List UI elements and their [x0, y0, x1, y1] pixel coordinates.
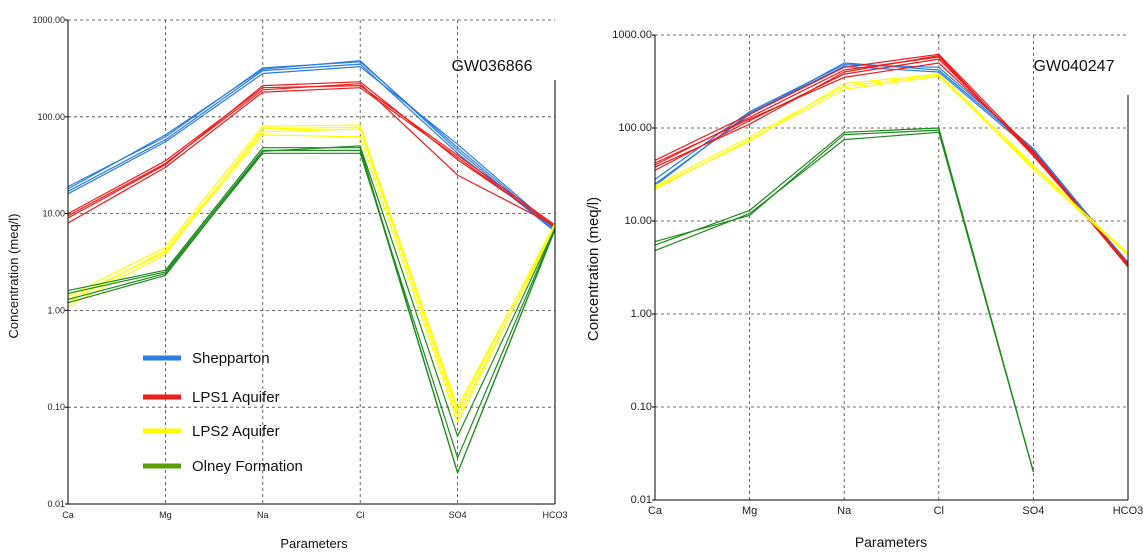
panel-annotation: GW040247: [1034, 58, 1115, 75]
y-tick-label: 0.01: [631, 494, 652, 506]
y-tick-label: 0.01: [47, 499, 65, 509]
axes: 0.01 0.10 1.00 10.00 100.00 1000.00 Ca Mg Na Cl SO…: [32, 15, 567, 520]
chart-gw040247: 0.01 0.10 1.00 10.00 100.00 1000.00 Ca Mg Na Cl SO…: [585, 29, 1143, 550]
x-tick-label: Ca: [62, 510, 74, 520]
series-line-olney-formation: [67, 149, 556, 474]
y-tick-label: 10.00: [42, 209, 65, 219]
x-axis-title: Parameters: [855, 534, 927, 550]
x-tick-label: SO4: [449, 510, 467, 520]
series-lines: [67, 60, 556, 474]
legend-label: LPS1 Aquifer: [192, 389, 280, 406]
x-tick-label: SO4: [1022, 505, 1044, 517]
legend: Shepparton LPS1 Aquifer LPS2 Aquifer Olney …: [143, 350, 303, 475]
grid-lines: [655, 34, 1128, 500]
legend-label: Olney Formation: [192, 458, 303, 475]
y-axis-title: Concentration (meq/l): [6, 214, 21, 339]
series-line-lps1-aquifer: [654, 56, 1129, 265]
series-line-shepparton: [67, 65, 556, 230]
y-tick-label: 100.00: [37, 112, 65, 122]
x-axis-title: Parameters: [280, 536, 348, 551]
y-tick-label: 1000.00: [612, 29, 652, 41]
series-line-lps1-aquifer: [67, 87, 556, 228]
series-line-lps1-aquifer: [654, 62, 1129, 267]
x-tick-label: HCO3: [1113, 505, 1144, 517]
x-tick-label: HCO3: [542, 510, 567, 520]
series-line-lps1-aquifer: [67, 81, 556, 227]
y-axis-title: Concentration (meq/l): [585, 197, 602, 341]
series-line-lps2-aquifer: [654, 74, 1129, 256]
y-tick-label: 1000.00: [32, 15, 65, 25]
x-tick-label: Cl: [356, 510, 365, 520]
series-line-olney-formation: [67, 145, 556, 437]
x-tick-label: Na: [837, 505, 852, 517]
x-tick-label: Mg: [742, 505, 757, 517]
y-tick-label: 1.00: [47, 305, 65, 315]
series-line-shepparton: [654, 65, 1129, 263]
series-line-lps2-aquifer: [654, 75, 1129, 254]
x-tick-label: Mg: [159, 510, 172, 520]
series-line-olney-formation: [654, 129, 1034, 473]
y-tick-label: 10.00: [624, 215, 652, 227]
series-line-lps2-aquifer: [67, 134, 556, 423]
y-tick-label: 1.00: [631, 308, 652, 320]
legend-label: Shepparton: [192, 350, 270, 367]
x-tick-label: Na: [257, 510, 269, 520]
series-lines: [654, 53, 1129, 473]
series-line-lps2-aquifer: [67, 124, 556, 413]
y-tick-label: 100.00: [618, 122, 652, 134]
series-line-lps1-aquifer: [654, 53, 1129, 267]
series-line-lps1-aquifer: [654, 58, 1129, 268]
panel-annotation: GW036866: [452, 58, 533, 75]
series-line-shepparton: [654, 62, 1129, 265]
legend-label: LPS2 Aquifer: [192, 423, 280, 440]
series-line-lps2-aquifer: [654, 73, 1129, 255]
axes: 0.01 0.10 1.00 10.00 100.00 1000.00 Ca Mg Na Cl SO…: [612, 29, 1143, 517]
x-tick-label: Ca: [648, 505, 663, 517]
y-tick-label: 0.10: [631, 401, 652, 413]
series-line-olney-formation: [67, 152, 556, 459]
x-tick-label: Cl: [934, 505, 944, 517]
series-line-lps2-aquifer: [67, 126, 556, 408]
series-line-lps2-aquifer: [67, 128, 556, 418]
series-line-shepparton: [67, 60, 556, 232]
grid-lines: [68, 19, 555, 504]
y-tick-label: 0.10: [47, 402, 65, 412]
series-line-shepparton: [654, 63, 1129, 264]
series-line-olney-formation: [67, 147, 556, 474]
series-line-lps1-aquifer: [67, 84, 556, 226]
series-line-lps1-aquifer: [654, 54, 1129, 264]
chart-gw036866: Shepparton LPS1 Aquifer LPS2 Aquifer Olney …: [6, 15, 568, 551]
